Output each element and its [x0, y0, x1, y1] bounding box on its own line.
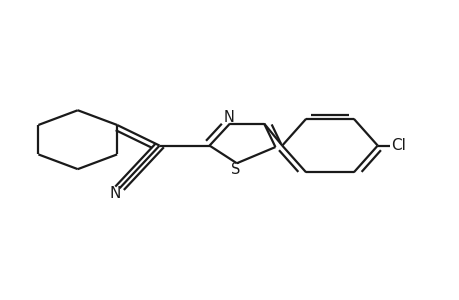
Text: S: S	[230, 162, 240, 177]
Text: N: N	[223, 110, 234, 124]
Text: N: N	[109, 186, 120, 201]
Text: Cl: Cl	[391, 138, 405, 153]
